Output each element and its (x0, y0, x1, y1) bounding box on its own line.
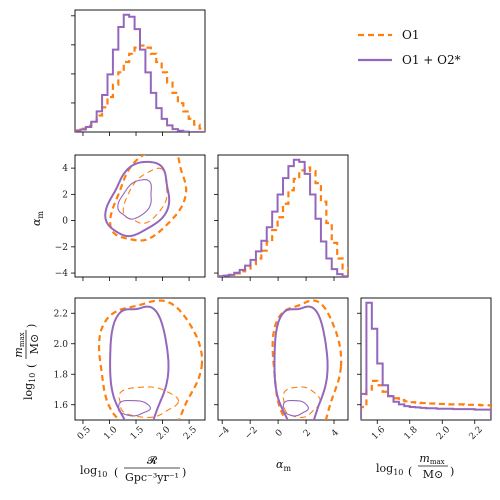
contour-mmax_vs_R-o1o2-0 (109, 305, 170, 420)
panel-mmax-vs-alpha (217, 297, 349, 421)
ytick-label-mmax-1: 1.8 (54, 370, 69, 380)
legend: O1 O1 + O2* (358, 28, 461, 67)
panel-alpha-vs-R (74, 154, 206, 278)
hist-mmax-o1 (361, 379, 491, 420)
ytick-label-mmax-0: 1.6 (54, 401, 69, 411)
ylabel-mmax-rparen: ) (25, 324, 38, 328)
ylabel-mmax-lparen: ( (25, 364, 38, 368)
contours-mmax-vs-R (97, 299, 204, 420)
xlabel-R-num: 𝓡 (147, 454, 158, 467)
ytick-label-alpha-4: 4 (62, 164, 68, 174)
xlabel-mmax: log10 ( mmax M⊙ ) (376, 452, 454, 481)
ylabel-alpha-text: αm (30, 211, 45, 226)
ylabel-mmax: log10 ( mmax M⊙ ) (12, 324, 41, 400)
xlabel-alpha-text: αm (276, 458, 291, 473)
xtick-label-R-1: 1.0 (102, 425, 119, 442)
xtick-label-alpha-3: 2 (302, 428, 313, 439)
panel-hist-mmax (360, 297, 492, 421)
contour-mmax_vs_alpha-o1-1 (282, 386, 321, 418)
contour-alpha_vs_R-o1o2-1 (117, 179, 152, 220)
contour-mmax_vs_R-o1o2-1 (117, 399, 151, 417)
hist-alpha-series (218, 158, 348, 277)
ytick-label-alpha-3: 2 (62, 190, 68, 200)
xlabel-alpha: αm (276, 458, 291, 473)
xlabel-mmax-lparen: ( (408, 465, 412, 478)
contour-mmax_vs_R-o1-0 (97, 299, 204, 420)
hist-R-series (75, 13, 205, 132)
xtick-label-alpha-4: 4 (330, 428, 341, 439)
contour-mmax_vs_alpha-o1-0 (271, 299, 343, 420)
xlabel-R-den: Gpc⁻³yr⁻¹ (125, 471, 179, 484)
xtick-label-mmax-3: 2.2 (468, 425, 485, 442)
xtick-label-mmax-2: 2.0 (435, 425, 452, 442)
ytick-label-alpha-2: 0 (62, 217, 68, 227)
ylabel-mmax-num: mmax (12, 332, 26, 357)
ytick-label-mmax-3: 2.2 (54, 309, 68, 319)
ylabel-alpha: αm (30, 211, 45, 226)
ylabel-mmax-den: M⊙ (28, 334, 41, 354)
xlabel-R-rparen: ) (182, 466, 186, 479)
xtick-label-R-3: 2.0 (155, 425, 172, 442)
ytick-label-alpha-1: −2 (55, 243, 68, 253)
xtick-label-mmax-0: 1.6 (370, 425, 387, 442)
xlabel-R-log: log10 (80, 464, 107, 479)
xtick-label-R-2: 1.5 (129, 425, 146, 442)
xtick-label-R-4: 2.5 (182, 425, 199, 442)
contours-mmax-vs-alpha (271, 299, 343, 420)
panel-hist-alpha (217, 154, 349, 278)
legend-label-o1: O1 (402, 28, 419, 42)
xtick-label-alpha-1: −2 (243, 425, 259, 441)
contour-mmax_vs_R-o1-1 (118, 386, 180, 418)
xtick-label-R-0: 0.5 (76, 425, 93, 442)
panel-hist-R (74, 9, 206, 133)
hist-mmax-series (361, 301, 491, 420)
ytick-label-mmax-2: 2.0 (54, 340, 69, 350)
xlabel-mmax-rparen: ) (450, 465, 454, 478)
contour-alpha_vs_R-o1-1 (122, 167, 168, 225)
ytick-label-alpha-0: −4 (55, 269, 69, 279)
legend-label-o1o2: O1 + O2* (402, 53, 461, 67)
contour-mmax_vs_alpha-o1o2-1 (282, 399, 309, 417)
contour-alpha_vs_R-o1-0 (108, 155, 188, 242)
hist-R-o1 (75, 44, 205, 132)
xlabel-R: log10 ( 𝓡 Gpc⁻³yr⁻¹ ) (80, 454, 186, 484)
xtick-label-mmax-1: 1.8 (403, 425, 420, 442)
hist-alpha-o1o2 (218, 158, 348, 277)
xtick-label-alpha-2: 0 (274, 428, 285, 439)
contour-alpha_vs_R-o1o2-0 (104, 160, 171, 238)
panel-mmax-vs-R (74, 297, 206, 421)
xtick-label-alpha-0: −4 (215, 425, 232, 442)
xlabel-R-lparen: ( (114, 466, 118, 479)
xlabel-mmax-den: M⊙ (423, 468, 443, 481)
contours-alpha-vs-R (104, 155, 188, 242)
hist-mmax-o1o2 (361, 301, 491, 420)
xlabel-mmax-log: log10 (376, 462, 403, 477)
xlabel-mmax-num: mmax (419, 452, 444, 466)
hist-R-o1o2 (75, 13, 205, 132)
ylabel-mmax-log: log10 (22, 373, 37, 400)
contour-mmax_vs_alpha-o1o2-0 (273, 305, 329, 420)
